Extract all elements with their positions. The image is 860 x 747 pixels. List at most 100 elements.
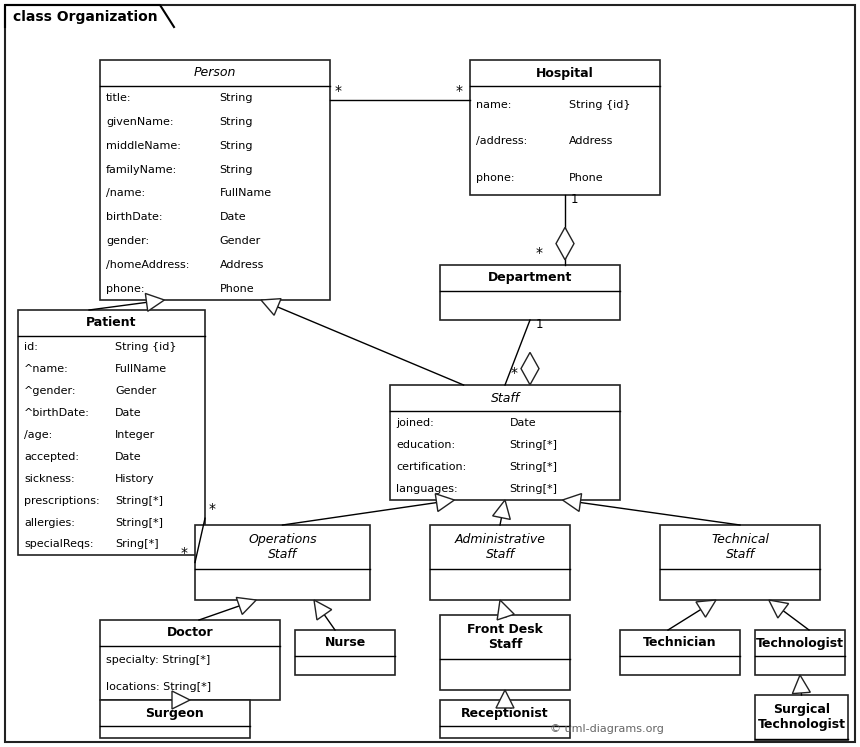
Text: title:: title: — [106, 93, 132, 103]
Text: Date: Date — [510, 418, 537, 427]
Text: ^gender:: ^gender: — [24, 386, 77, 396]
Text: specialty: String[*]: specialty: String[*] — [106, 655, 210, 665]
Bar — [430, 525, 570, 600]
Text: gender:: gender: — [106, 236, 149, 246]
Text: Address: Address — [219, 260, 264, 270]
Polygon shape — [172, 691, 190, 709]
Text: 1: 1 — [571, 193, 579, 206]
Text: String: String — [219, 164, 253, 175]
Text: String: String — [219, 141, 253, 151]
Text: Doctor: Doctor — [167, 627, 213, 639]
Text: Sring[*]: Sring[*] — [115, 539, 159, 550]
Text: *: * — [209, 502, 216, 516]
Text: Surgical
Technologist: Surgical Technologist — [758, 703, 845, 731]
Bar — [100, 60, 330, 300]
Text: Department: Department — [488, 271, 572, 285]
Polygon shape — [435, 494, 454, 512]
Text: Surgeon: Surgeon — [145, 707, 205, 719]
Text: class Organization: class Organization — [13, 10, 157, 24]
Text: History: History — [115, 474, 155, 484]
Text: ^name:: ^name: — [24, 365, 69, 374]
Bar — [100, 700, 250, 738]
Text: name:: name: — [476, 100, 512, 110]
Polygon shape — [792, 675, 810, 694]
Text: Hospital: Hospital — [536, 66, 594, 79]
Text: Staff: Staff — [490, 391, 519, 404]
Text: Integer: Integer — [115, 430, 156, 440]
Bar — [620, 630, 740, 675]
Text: String: String — [219, 117, 253, 127]
Bar — [18, 310, 205, 555]
Text: /homeAddress:: /homeAddress: — [106, 260, 189, 270]
Text: String {id}: String {id} — [568, 100, 630, 110]
Text: *: * — [536, 246, 543, 260]
Text: accepted:: accepted: — [24, 452, 79, 462]
Text: FullName: FullName — [219, 188, 272, 199]
Bar — [470, 60, 660, 195]
Text: middleName:: middleName: — [106, 141, 181, 151]
Text: *: * — [335, 84, 342, 98]
Text: languages:: languages: — [396, 484, 458, 495]
Text: sickness:: sickness: — [24, 474, 75, 484]
Text: Technician: Technician — [643, 636, 717, 649]
Polygon shape — [145, 294, 164, 311]
Text: String[*]: String[*] — [115, 496, 163, 506]
Polygon shape — [493, 500, 510, 519]
Text: phone:: phone: — [476, 173, 514, 182]
Text: Date: Date — [219, 212, 246, 223]
Text: locations: String[*]: locations: String[*] — [106, 682, 211, 692]
Text: Technical
Staff: Technical Staff — [711, 533, 769, 561]
Bar — [660, 525, 820, 600]
Text: familyName:: familyName: — [106, 164, 177, 175]
Text: specialReqs:: specialReqs: — [24, 539, 94, 550]
Text: education:: education: — [396, 440, 455, 450]
Text: givenName:: givenName: — [106, 117, 174, 127]
Text: phone:: phone: — [106, 284, 144, 294]
Text: Phone: Phone — [568, 173, 604, 182]
Text: *: * — [181, 547, 188, 560]
Text: Operations
Staff: Operations Staff — [249, 533, 316, 561]
Text: String: String — [219, 93, 253, 103]
Bar — [390, 385, 620, 500]
Text: FullName: FullName — [115, 365, 168, 374]
Bar — [440, 700, 570, 738]
Text: Technologist: Technologist — [756, 636, 844, 649]
Text: ^birthDate:: ^birthDate: — [24, 408, 90, 418]
Text: Receptionist: Receptionist — [461, 707, 549, 719]
Text: Person: Person — [194, 66, 236, 79]
Text: allergies:: allergies: — [24, 518, 75, 527]
Polygon shape — [556, 227, 574, 260]
Text: String {id}: String {id} — [115, 342, 177, 353]
Text: /name:: /name: — [106, 188, 145, 199]
Text: id:: id: — [24, 342, 38, 353]
Text: *: * — [511, 366, 518, 380]
Text: Front Desk
Staff: Front Desk Staff — [467, 623, 543, 651]
Text: Address: Address — [568, 136, 613, 146]
Polygon shape — [521, 353, 539, 385]
Polygon shape — [496, 690, 514, 708]
Bar — [440, 265, 620, 320]
Text: /address:: /address: — [476, 136, 527, 146]
Text: Gender: Gender — [115, 386, 157, 396]
Text: Phone: Phone — [219, 284, 255, 294]
Bar — [295, 630, 395, 675]
Polygon shape — [769, 600, 789, 618]
Text: Nurse: Nurse — [324, 636, 366, 649]
Text: 1: 1 — [536, 318, 544, 331]
Bar — [195, 525, 370, 600]
Polygon shape — [314, 600, 332, 620]
Polygon shape — [237, 598, 256, 615]
Polygon shape — [497, 600, 514, 620]
Bar — [100, 620, 280, 700]
Text: birthDate:: birthDate: — [106, 212, 163, 223]
Text: String[*]: String[*] — [510, 440, 557, 450]
Text: Patient: Patient — [86, 317, 137, 329]
Text: Gender: Gender — [219, 236, 261, 246]
Bar — [755, 695, 848, 740]
Text: Date: Date — [115, 408, 142, 418]
Bar — [440, 615, 570, 690]
Text: certification:: certification: — [396, 462, 466, 472]
Text: *: * — [456, 84, 463, 98]
Text: String[*]: String[*] — [510, 484, 557, 495]
Text: prescriptions:: prescriptions: — [24, 496, 100, 506]
